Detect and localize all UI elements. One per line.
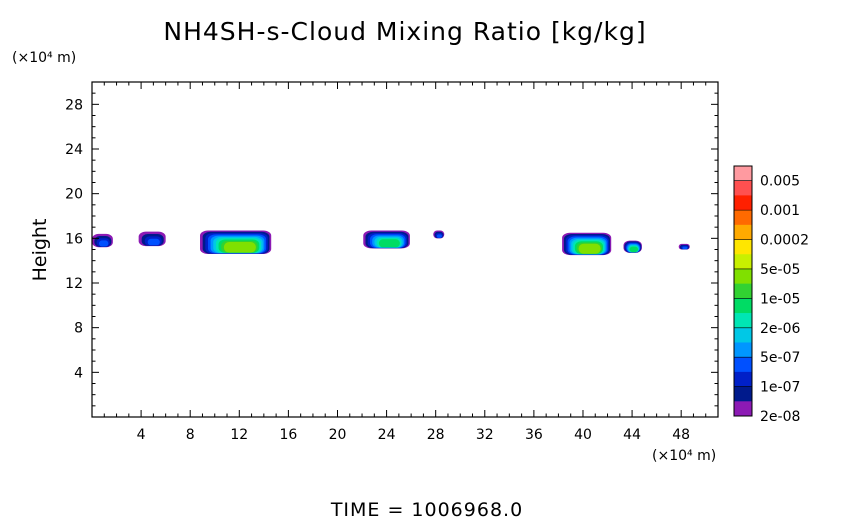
- colorbar-band: [734, 342, 752, 358]
- plot-area: [92, 230, 690, 256]
- colorbar-band: [734, 166, 752, 182]
- colorbar-band: [734, 180, 752, 196]
- colorbar-band: [734, 210, 752, 226]
- cloud-shade: [578, 243, 601, 254]
- x-tick-label: 48: [672, 427, 690, 443]
- cloud-patch: [433, 230, 445, 239]
- y-tick-label: 16: [65, 231, 83, 247]
- cloud-patch: [363, 230, 410, 249]
- cloud-patch: [138, 231, 166, 247]
- cloud-shade: [682, 246, 688, 250]
- y-tick-label: 8: [74, 321, 83, 337]
- x-tick-label: 28: [427, 427, 445, 443]
- colorbar-label: 5e-07: [760, 350, 800, 366]
- y-tick-label: 24: [65, 142, 83, 158]
- colorbar-label: 0.005: [760, 174, 800, 190]
- y-axis-label: Height: [29, 219, 51, 282]
- colorbar-band: [734, 386, 752, 402]
- cloud-shade: [436, 234, 442, 238]
- cloud-shade: [98, 240, 109, 247]
- colorbar-band: [734, 371, 752, 387]
- cloud-shade: [147, 238, 160, 246]
- y-tick-label: 20: [65, 187, 83, 203]
- cloud-shade: [378, 239, 400, 248]
- x-tick-label: 44: [623, 427, 641, 443]
- colorbar-label: 1e-05: [760, 291, 800, 307]
- colorbar-label: 2e-06: [760, 321, 800, 337]
- x-tick-label: 24: [378, 427, 396, 443]
- cloud-patch: [562, 232, 612, 256]
- colorbar-band: [734, 224, 752, 240]
- colorbar-band: [734, 313, 752, 329]
- colorbar-band: [734, 239, 752, 255]
- colorbar-band: [734, 357, 752, 373]
- colorbar-label: 2e-08: [760, 409, 800, 425]
- x-axis: 4 8 12 16 20 24 28 32 36 40 44 48: [103, 82, 707, 443]
- colorbar-band: [734, 298, 752, 314]
- colorbar-label: 0.001: [760, 203, 800, 219]
- x-tick-label: 4: [137, 427, 146, 443]
- chart-title: NH4SH-s-Cloud Mixing Ratio [kg/kg]: [163, 17, 646, 46]
- y-tick-label: 28: [65, 97, 83, 113]
- colorbar-band: [734, 283, 752, 299]
- cloud-patch: [92, 233, 113, 248]
- x-tick-label: 12: [230, 427, 248, 443]
- colorbar-band: [734, 268, 752, 285]
- y-axis: 4 8 12 16 20 24 28: [65, 92, 718, 407]
- colorbar-label: 5e-05: [760, 262, 800, 278]
- colorbar-band: [734, 327, 752, 343]
- time-footer: TIME = 1006968.0: [330, 499, 523, 519]
- colorbar-band: [734, 195, 752, 211]
- y-tick-label: 12: [65, 276, 83, 292]
- colorbar-label: 0.0002: [760, 233, 809, 249]
- y-unit-label: (×10⁴ m): [12, 50, 76, 66]
- cloud-patch: [200, 230, 272, 254]
- x-tick-label: 36: [525, 427, 543, 443]
- y-tick-label: 4: [74, 365, 83, 381]
- x-tick-label: 8: [186, 427, 195, 443]
- x-unit-label: (×10⁴ m): [652, 448, 716, 464]
- cloud-patch: [678, 243, 690, 250]
- colorbar-band: [734, 401, 752, 417]
- cloud-shade: [223, 242, 256, 253]
- x-tick-label: 32: [476, 427, 494, 443]
- x-tick-label: 20: [329, 427, 347, 443]
- colorbar-label: 1e-07: [760, 380, 800, 396]
- cloud-patch: [623, 240, 642, 253]
- colorbar: 0.005 0.001 0.0002 5e-05 1e-05 2e-06 5e-07 1e-0…: [733, 165, 809, 425]
- x-tick-label: 16: [279, 427, 297, 443]
- colorbar-band: [734, 254, 752, 270]
- cloud-shade: [629, 246, 638, 253]
- x-tick-label: 40: [574, 427, 592, 443]
